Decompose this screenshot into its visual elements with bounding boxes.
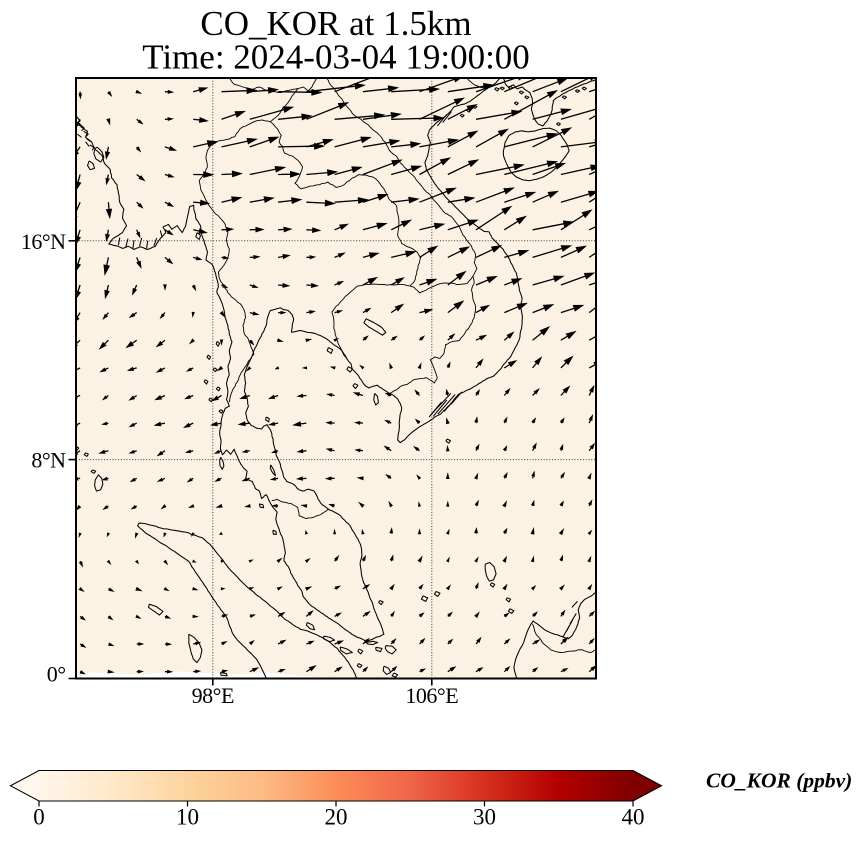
svg-text:0: 0 bbox=[33, 805, 45, 830]
svg-text:Time: 2024-03-04 19:00:00: Time: 2024-03-04 19:00:00 bbox=[142, 38, 530, 77]
svg-text:CO_KOR (ppbv): CO_KOR (ppbv) bbox=[706, 769, 852, 793]
svg-text:98°E: 98°E bbox=[192, 683, 234, 708]
svg-text:20: 20 bbox=[325, 805, 348, 830]
svg-text:10: 10 bbox=[176, 805, 199, 830]
svg-text:0°: 0° bbox=[47, 662, 66, 687]
svg-text:8°N: 8°N bbox=[31, 448, 66, 473]
svg-text:16°N: 16°N bbox=[21, 229, 66, 254]
svg-text:106°E: 106°E bbox=[405, 683, 458, 708]
svg-text:CO_KOR at 1.5km: CO_KOR at 1.5km bbox=[200, 4, 471, 43]
svg-text:40: 40 bbox=[622, 805, 645, 830]
svg-text:30: 30 bbox=[473, 805, 496, 830]
